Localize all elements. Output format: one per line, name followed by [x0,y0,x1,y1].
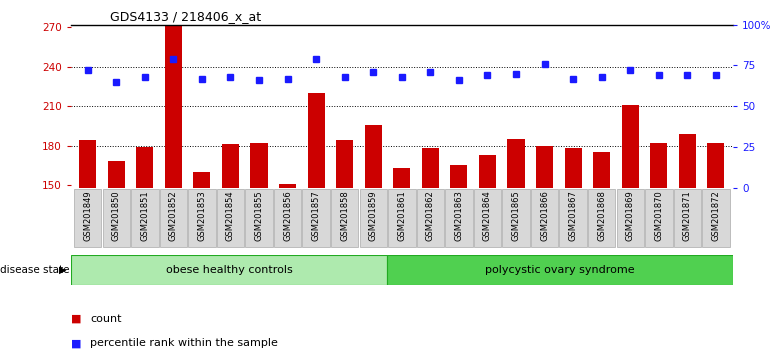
FancyBboxPatch shape [645,189,673,247]
Text: GSM201872: GSM201872 [711,190,720,241]
FancyBboxPatch shape [331,189,358,247]
Bar [536,145,554,354]
Bar [194,172,210,354]
FancyBboxPatch shape [531,189,558,247]
Text: polycystic ovary syndrome: polycystic ovary syndrome [485,265,635,275]
Text: disease state: disease state [0,265,70,275]
Text: GSM201866: GSM201866 [540,190,549,241]
FancyBboxPatch shape [673,189,701,247]
Text: GSM201869: GSM201869 [626,190,635,241]
Text: GSM201851: GSM201851 [140,190,149,241]
Text: GSM201862: GSM201862 [426,190,435,241]
FancyBboxPatch shape [188,189,216,247]
Bar [394,168,410,354]
Text: GSM201852: GSM201852 [169,190,178,241]
FancyBboxPatch shape [416,189,444,247]
Bar [165,26,182,354]
Text: GSM201865: GSM201865 [511,190,521,241]
Text: GSM201867: GSM201867 [568,190,578,241]
FancyBboxPatch shape [103,189,130,247]
FancyBboxPatch shape [588,189,615,247]
Text: GSM201854: GSM201854 [226,190,235,241]
Text: ▶: ▶ [59,265,67,275]
Text: percentile rank within the sample: percentile rank within the sample [90,338,278,348]
Bar [279,184,296,354]
Bar [679,134,696,354]
Text: GSM201861: GSM201861 [397,190,406,241]
FancyBboxPatch shape [160,189,187,247]
Text: GSM201859: GSM201859 [368,190,378,241]
Bar [507,139,524,354]
Text: GSM201871: GSM201871 [683,190,691,241]
Bar [387,255,733,285]
FancyBboxPatch shape [216,189,244,247]
Text: GSM201856: GSM201856 [283,190,292,241]
Bar [79,140,96,354]
Text: GSM201849: GSM201849 [83,190,93,241]
FancyBboxPatch shape [303,189,330,247]
Bar [593,152,610,354]
Bar [107,161,125,354]
Bar [479,155,496,354]
FancyBboxPatch shape [74,189,101,247]
Text: count: count [90,314,122,324]
Text: GSM201858: GSM201858 [340,190,349,241]
FancyBboxPatch shape [131,189,158,247]
Text: obese healthy controls: obese healthy controls [165,265,292,275]
Bar [71,255,387,285]
Bar [250,143,267,354]
Bar [336,140,354,354]
Text: GDS4133 / 218406_x_at: GDS4133 / 218406_x_at [110,10,261,23]
Bar [650,143,667,354]
Bar [564,148,582,354]
Bar [422,148,439,354]
Text: GSM201870: GSM201870 [655,190,663,241]
Bar [365,125,382,354]
Text: GSM201863: GSM201863 [455,190,463,241]
Text: GSM201857: GSM201857 [311,190,321,241]
Bar [707,143,724,354]
FancyBboxPatch shape [702,189,730,247]
Bar [622,105,639,354]
Text: ■: ■ [71,338,81,348]
Text: GSM201853: GSM201853 [198,190,206,241]
FancyBboxPatch shape [245,189,273,247]
FancyBboxPatch shape [560,189,587,247]
FancyBboxPatch shape [503,189,530,247]
FancyBboxPatch shape [474,189,501,247]
Text: GSM201855: GSM201855 [255,190,263,241]
Bar [307,93,325,354]
FancyBboxPatch shape [445,189,473,247]
Text: GSM201868: GSM201868 [597,190,606,241]
FancyBboxPatch shape [360,189,387,247]
Text: GSM201864: GSM201864 [483,190,492,241]
FancyBboxPatch shape [388,189,416,247]
FancyBboxPatch shape [616,189,644,247]
FancyBboxPatch shape [274,189,301,247]
Text: GSM201850: GSM201850 [112,190,121,241]
Text: ■: ■ [71,314,81,324]
Bar [136,147,154,354]
Bar [450,165,467,354]
Bar [222,144,239,354]
